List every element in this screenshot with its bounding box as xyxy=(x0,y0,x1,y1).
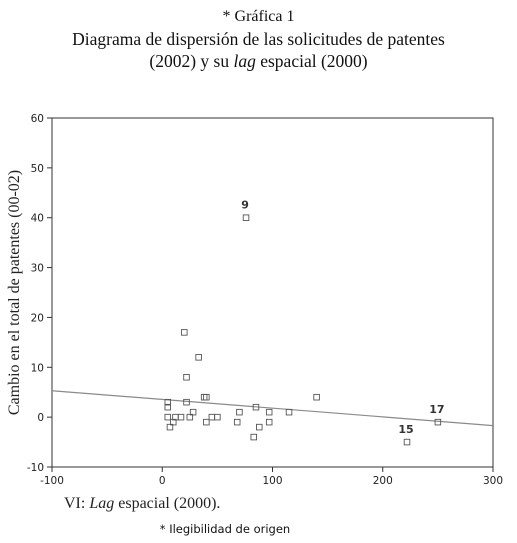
y-tick-label: 30 xyxy=(31,263,44,275)
data-point xyxy=(208,413,216,421)
x-tick-label: 100 xyxy=(262,475,282,487)
data-point xyxy=(170,418,177,426)
data-point xyxy=(164,398,172,406)
data-point xyxy=(166,423,174,431)
data-point xyxy=(177,413,185,421)
data-point xyxy=(285,408,293,416)
x-label-part-a: VI: xyxy=(64,495,89,512)
chart-title-block: * Gráfica 1 Diagrama de dispersión de la… xyxy=(0,6,517,72)
data-point xyxy=(434,418,442,426)
y-tick-label: 40 xyxy=(31,213,44,225)
chart-title-line-1: Diagrama de dispersión de las solicitude… xyxy=(72,29,445,49)
data-point xyxy=(164,403,172,411)
y-axis: -10 0 10 20 30 40 50 60 xyxy=(27,113,52,474)
data-point xyxy=(252,403,260,411)
y-tick-label: 20 xyxy=(31,312,44,324)
data-point xyxy=(265,418,273,426)
data-point xyxy=(236,408,243,416)
x-tick-label: 300 xyxy=(483,475,503,487)
point-label: 9 xyxy=(241,199,249,212)
data-point xyxy=(233,418,241,426)
data-point xyxy=(242,214,250,221)
data-point xyxy=(256,423,263,431)
x-tick-label: -100 xyxy=(40,475,64,487)
y-tick-label: 0 xyxy=(37,412,44,424)
x-axis-label: VI: Lag espacial (2000). xyxy=(64,495,220,512)
y-tick-label: 60 xyxy=(31,113,44,125)
data-point xyxy=(265,408,273,416)
x-label-part-b: espacial (2000). xyxy=(114,495,220,512)
title-part-b: espacial (2000) xyxy=(255,51,368,71)
data-point xyxy=(195,354,202,361)
data-point xyxy=(214,413,221,421)
title-italic-lag: lag xyxy=(233,51,256,71)
x-tick-label: 200 xyxy=(373,475,393,487)
chart-title-line-2: (2002) y su lag espacial (2000) xyxy=(0,50,517,72)
fit-line xyxy=(51,390,494,427)
data-point xyxy=(186,413,194,421)
x-label-italic-lag: Lag xyxy=(88,495,114,512)
x-axis: -100 0 100 200 300 xyxy=(40,467,503,487)
data-point xyxy=(313,393,320,401)
figure-kicker: * Gráfica 1 xyxy=(222,8,295,25)
data-point xyxy=(183,374,190,381)
data-point xyxy=(164,413,172,421)
data-point xyxy=(183,398,190,406)
point-label: 17 xyxy=(429,403,444,416)
y-tick-label: -10 xyxy=(27,462,44,474)
data-point xyxy=(250,433,258,441)
data-point xyxy=(189,408,197,416)
data-point xyxy=(203,418,210,426)
data-point xyxy=(200,393,208,401)
y-tick-label: 10 xyxy=(31,362,44,374)
data-point xyxy=(181,329,188,336)
data-point xyxy=(403,438,411,446)
footnote: * Ilegibilidad de origen xyxy=(159,522,291,536)
data-point xyxy=(203,393,210,401)
point-label: 15 xyxy=(398,423,413,436)
data-points: 9 17 15 xyxy=(164,199,445,446)
x-tick-label: 0 xyxy=(159,475,166,487)
y-tick-label: 50 xyxy=(31,163,44,175)
title-part-a: (2002) y su xyxy=(149,51,234,71)
y-axis-label: Cambio en el total de patentes (00-02) xyxy=(6,170,23,415)
plot-frame xyxy=(51,117,494,468)
